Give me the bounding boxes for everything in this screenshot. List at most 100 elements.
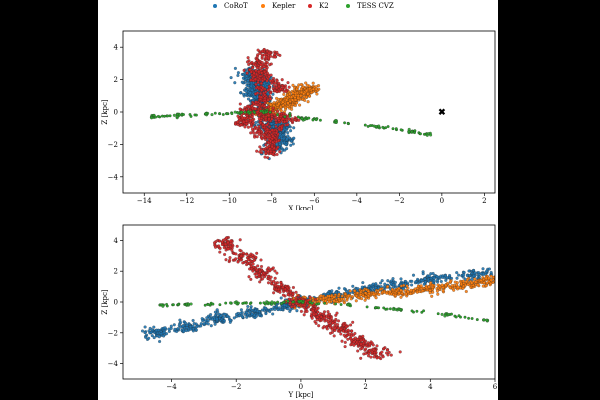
data-point xyxy=(241,251,245,255)
data-point xyxy=(302,92,306,96)
data-point xyxy=(371,343,375,347)
data-point xyxy=(334,118,338,123)
data-point xyxy=(295,309,299,313)
data-point xyxy=(359,293,363,297)
data-point xyxy=(267,117,271,121)
data-point xyxy=(246,258,250,262)
data-point xyxy=(234,252,238,256)
data-point xyxy=(240,315,245,319)
data-point xyxy=(275,79,279,83)
data-point xyxy=(245,60,250,64)
data-point xyxy=(377,355,381,359)
data-point xyxy=(236,301,240,305)
data-point xyxy=(337,329,342,333)
data-point xyxy=(239,91,243,95)
data-point xyxy=(244,260,248,264)
data-point xyxy=(328,318,332,322)
data-point xyxy=(266,98,270,102)
data-point xyxy=(361,334,365,338)
data-point xyxy=(209,313,213,317)
data-point xyxy=(359,342,363,346)
data-point xyxy=(275,304,279,308)
data-point xyxy=(474,280,478,284)
data-point xyxy=(425,133,429,137)
data-point xyxy=(224,236,228,240)
data-point xyxy=(218,246,222,250)
data-point xyxy=(319,294,323,298)
legend-marker-k2 xyxy=(308,4,312,8)
data-point xyxy=(293,118,297,122)
data-point xyxy=(328,331,333,335)
data-point xyxy=(419,286,423,291)
data-point xyxy=(304,89,309,93)
data-point xyxy=(279,109,283,113)
data-point xyxy=(381,125,385,129)
data-point xyxy=(360,297,364,301)
data-point xyxy=(179,320,183,325)
data-point xyxy=(275,152,279,157)
data-point xyxy=(265,79,269,83)
data-point xyxy=(284,106,288,110)
data-point xyxy=(362,288,366,293)
y-tick-label: −4 xyxy=(108,173,119,181)
data-point xyxy=(371,282,375,286)
data-point xyxy=(286,123,290,127)
series-tess-cvz xyxy=(158,299,490,323)
data-point xyxy=(175,115,179,119)
data-point xyxy=(349,337,353,341)
data-point xyxy=(181,324,185,328)
data-point xyxy=(280,302,284,306)
data-point xyxy=(206,322,210,326)
data-point xyxy=(258,145,262,149)
data-point xyxy=(258,280,262,284)
data-point xyxy=(443,314,447,318)
y-tick-label: 4 xyxy=(114,237,119,245)
data-point xyxy=(255,268,259,272)
data-point xyxy=(222,246,226,250)
data-point xyxy=(328,325,332,329)
data-point xyxy=(311,87,315,91)
data-point xyxy=(388,290,392,294)
x-tick-label: −2 xyxy=(231,383,241,391)
data-point xyxy=(352,343,356,347)
data-point xyxy=(238,248,242,252)
data-point xyxy=(271,109,275,113)
data-point xyxy=(275,86,279,90)
data-point xyxy=(206,319,210,323)
x-tick-label: 0 xyxy=(299,383,303,391)
data-point xyxy=(384,126,388,130)
data-point xyxy=(327,321,331,325)
data-point xyxy=(318,297,323,301)
data-point xyxy=(285,137,289,141)
data-point xyxy=(257,273,261,277)
data-point xyxy=(238,314,242,318)
data-point xyxy=(249,131,253,135)
data-point xyxy=(152,113,156,117)
data-point xyxy=(397,286,401,290)
data-point xyxy=(414,280,418,284)
data-point xyxy=(277,127,281,132)
data-point xyxy=(295,87,299,91)
y-tick-label: 2 xyxy=(114,268,118,276)
data-point xyxy=(257,130,261,134)
data-point xyxy=(314,118,318,122)
data-point xyxy=(291,292,295,296)
data-point xyxy=(176,302,180,306)
data-point xyxy=(405,284,409,288)
figure: CoRoT Kepler K2 TESS CVZ ✖ −14 −12 −10 −8 −6−… xyxy=(98,0,498,400)
data-point xyxy=(262,47,266,52)
data-point xyxy=(273,276,277,280)
data-point xyxy=(276,113,279,117)
data-point xyxy=(366,354,371,358)
data-point xyxy=(310,301,314,305)
data-point xyxy=(267,84,271,88)
data-point xyxy=(296,94,300,98)
data-point xyxy=(299,87,303,91)
data-point xyxy=(330,327,334,331)
data-point xyxy=(387,350,391,354)
data-point xyxy=(283,120,287,124)
data-point xyxy=(271,125,276,129)
data-point xyxy=(311,81,315,85)
data-point xyxy=(265,145,269,150)
